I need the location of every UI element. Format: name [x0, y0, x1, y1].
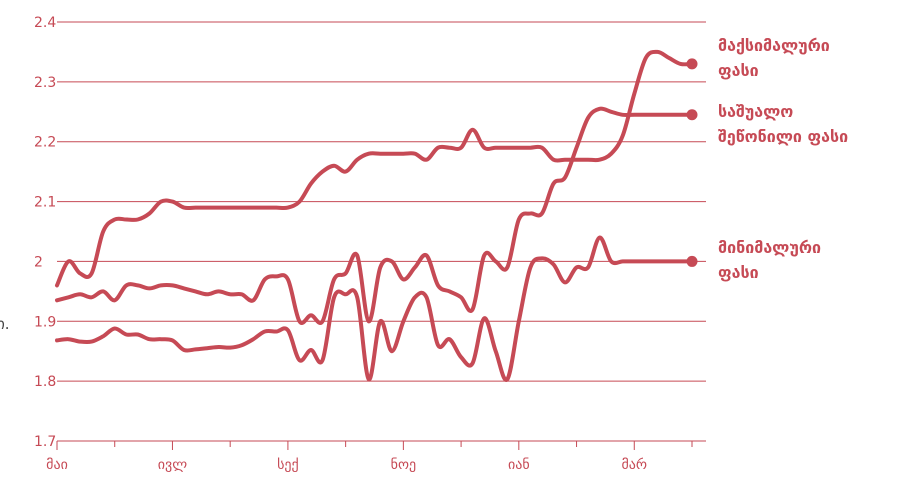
y-tick-label: 1.9	[34, 314, 56, 330]
y-tick-label: 2.4	[34, 15, 56, 31]
cut-off-label: ი.	[0, 315, 10, 333]
series-line-max	[55, 49, 694, 288]
series-label-min: მინიმალური	[718, 238, 821, 257]
y-axis-ticks: 1.7 1.8 1.9 2 2.1 2.2 2.3 2.4	[34, 15, 56, 450]
x-tick-label: ივლ	[158, 457, 187, 473]
x-tick-label: მაი	[46, 457, 68, 473]
x-axis: მაი ივლ სექ ნოე იან მარ	[46, 440, 706, 473]
x-tick-label: მარ	[621, 456, 647, 473]
series-label-min: ფასი	[718, 263, 759, 282]
y-tick-label: 2.1	[34, 195, 56, 211]
y-tick-label: 1.7	[34, 434, 56, 450]
series-end-marker-min	[686, 255, 698, 267]
series-label-weighted-avg: საშუალო	[718, 102, 793, 121]
y-tick-label: 2.2	[34, 135, 56, 151]
y-tick-label: 2	[34, 254, 43, 270]
x-tick-label: სექ	[277, 457, 299, 473]
x-tick-label: იან	[508, 457, 530, 473]
series-end-marker-max	[686, 58, 698, 70]
series-line-weighted-avg	[55, 106, 694, 325]
series-line-min	[55, 235, 694, 382]
y-tick-label: 2.3	[34, 75, 56, 91]
grid-lines	[57, 21, 706, 382]
series-label-weighted-avg: შეწონილი ფასი	[718, 127, 848, 146]
x-tick-label: ნოე	[391, 457, 416, 473]
series-label-max: მაქსიმალური	[718, 36, 830, 55]
y-tick-label: 1.8	[34, 374, 56, 390]
series-label-max: ფასი	[718, 61, 759, 80]
series-labels: მაქსიმალური ფასი საშუალო შეწონილი ფასი მინიმ…	[718, 36, 848, 282]
series-lines	[55, 49, 698, 382]
series-end-marker-weighted-avg	[686, 109, 698, 121]
